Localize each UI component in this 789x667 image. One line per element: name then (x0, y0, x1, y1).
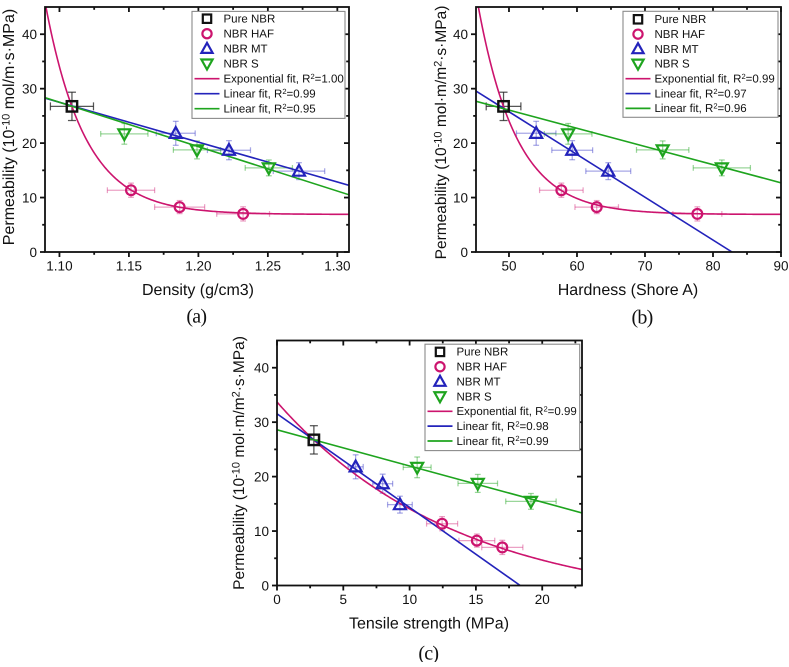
svg-text:50: 50 (501, 259, 516, 274)
svg-text:(c): (c) (418, 642, 438, 662)
svg-text:1.15: 1.15 (116, 259, 142, 274)
svg-text:NBR HAF: NBR HAF (224, 29, 274, 41)
svg-text:1.20: 1.20 (185, 259, 211, 274)
svg-text:NBR S: NBR S (655, 59, 690, 71)
svg-text:20: 20 (254, 469, 269, 484)
svg-text:10: 10 (22, 190, 37, 205)
svg-text:NBR MT: NBR MT (457, 376, 501, 388)
svg-text:Linear fit, R2=0.99: Linear fit, R2=0.99 (224, 87, 316, 101)
svg-text:20: 20 (535, 592, 550, 607)
svg-text:40: 40 (453, 27, 468, 42)
svg-text:0: 0 (460, 245, 468, 260)
svg-text:90: 90 (773, 259, 788, 274)
svg-text:Linear fit, R2=0.95: Linear fit, R2=0.95 (224, 102, 316, 116)
svg-text:Permeability (10-10 mol·m/m2·s: Permeability (10-10 mol·m/m2·s·MPa) (231, 336, 249, 590)
svg-text:Permeability (10-10 mol/m·s·MP: Permeability (10-10 mol/m·s·MPa) (1, 9, 19, 245)
svg-text:Linear fit, R2=0.97: Linear fit, R2=0.97 (655, 87, 747, 101)
svg-text:0: 0 (273, 592, 281, 607)
svg-text:5: 5 (340, 592, 348, 607)
svg-text:15: 15 (468, 592, 483, 607)
svg-text:NBR S: NBR S (457, 391, 492, 403)
svg-text:1.25: 1.25 (255, 259, 281, 274)
svg-text:Linear fit, R2=0.96: Linear fit, R2=0.96 (655, 102, 747, 116)
svg-text:30: 30 (254, 415, 269, 430)
svg-text:10: 10 (254, 524, 269, 539)
svg-text:Linear fit, R2=0.98: Linear fit, R2=0.98 (457, 419, 549, 433)
svg-text:(b): (b) (632, 306, 653, 328)
svg-text:Hardness (Shore A): Hardness (Shore A) (558, 282, 699, 299)
svg-text:Linear fit, R2=0.99: Linear fit, R2=0.99 (457, 434, 549, 448)
svg-text:Tensile strength (MPa): Tensile strength (MPa) (349, 616, 509, 633)
svg-text:1.30: 1.30 (324, 259, 350, 274)
svg-text:80: 80 (705, 259, 720, 274)
svg-text:Pure NBR: Pure NBR (457, 347, 509, 359)
svg-text:0: 0 (29, 245, 37, 260)
svg-text:NBR HAF: NBR HAF (457, 362, 507, 374)
svg-text:60: 60 (569, 259, 584, 274)
svg-text:30: 30 (22, 81, 37, 96)
svg-text:0: 0 (261, 578, 269, 593)
svg-text:10: 10 (402, 592, 417, 607)
svg-text:NBR MT: NBR MT (655, 44, 699, 56)
svg-text:NBR S: NBR S (224, 59, 259, 71)
svg-text:1.10: 1.10 (46, 259, 72, 274)
svg-text:Density (g/cm3): Density (g/cm3) (142, 282, 254, 299)
svg-text:(a): (a) (186, 306, 206, 328)
svg-text:Pure NBR: Pure NBR (224, 14, 276, 26)
svg-text:20: 20 (22, 136, 37, 151)
svg-text:10: 10 (453, 190, 468, 205)
svg-text:Permeability (10-10 mol·m/m2·s: Permeability (10-10 mol·m/m2·s·MPa) (433, 6, 451, 260)
svg-text:40: 40 (22, 27, 37, 42)
svg-text:40: 40 (254, 361, 269, 376)
svg-text:20: 20 (453, 136, 468, 151)
svg-text:NBR HAF: NBR HAF (655, 29, 705, 41)
svg-text:NBR MT: NBR MT (224, 44, 268, 56)
svg-text:Pure NBR: Pure NBR (655, 14, 707, 26)
svg-text:30: 30 (453, 81, 468, 96)
svg-text:Exponential fit, R2=0.99: Exponential fit, R2=0.99 (655, 72, 775, 86)
svg-text:Exponential fit, R2=1.00: Exponential fit, R2=1.00 (224, 72, 344, 86)
svg-text:70: 70 (637, 259, 652, 274)
svg-text:Exponential fit, R2=0.99: Exponential fit, R2=0.99 (457, 405, 577, 419)
